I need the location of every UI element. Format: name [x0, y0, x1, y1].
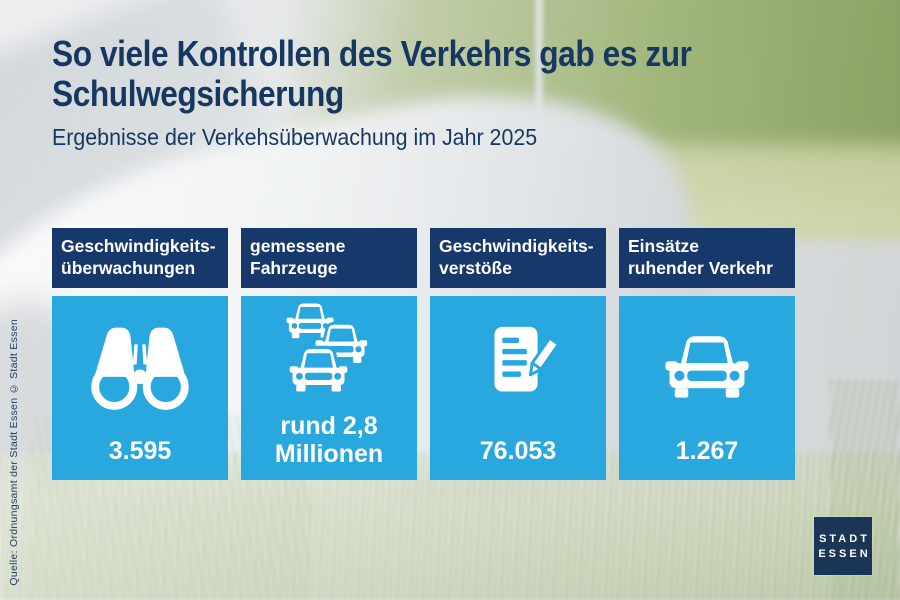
stat-card-title: gemessene Fahrzeuge [241, 228, 417, 288]
car-front-icon [655, 296, 759, 437]
stat-card-speed-checks: Geschwindigkeits- überwachungen [52, 228, 228, 480]
stat-card-title: Geschwindigkeits- verstöße [430, 228, 606, 288]
stat-card-value: 3.595 [108, 437, 172, 465]
stat-card-title: Geschwindigkeits- überwachungen [52, 228, 228, 288]
binoculars-icon [84, 296, 196, 437]
stat-card-value: 76.053 [479, 437, 557, 465]
stat-card-parking-enforcement: Einsätze ruhender Verkehr [619, 228, 795, 480]
page-title-line1: So viele Kontrollen des Verkehrs gab es … [52, 33, 692, 74]
stat-card-value: 1.267 [675, 437, 739, 465]
stadt-essen-logo: STADT ESSEN [814, 517, 872, 575]
page-title: So viele Kontrollen des Verkehrs gab es … [52, 34, 779, 114]
stat-card-title: Einsätze ruhender Verkehr [619, 228, 795, 288]
logo-line2: ESSEN [818, 547, 871, 560]
stat-card-value: rund 2,8 Millionen [274, 412, 384, 468]
document-pencil-icon [469, 296, 567, 437]
stat-cards-row: Geschwindigkeits- überwachungen [52, 228, 795, 480]
page-title-line2: Schulwegsicherung [52, 73, 344, 114]
stat-card-speed-violations: Geschwindigkeits- verstöße [430, 228, 606, 480]
page-subtitle: Ergebnisse der Verkehsüberwachung im Jah… [52, 124, 538, 150]
traffic-cars-icon [271, 296, 387, 412]
stat-card-measured-vehicles: gemessene Fahrzeuge [241, 228, 417, 480]
logo-line1: STADT [819, 532, 870, 545]
source-attribution: Quelle: Ordnungsamt der Stadt Essen © St… [8, 319, 20, 586]
